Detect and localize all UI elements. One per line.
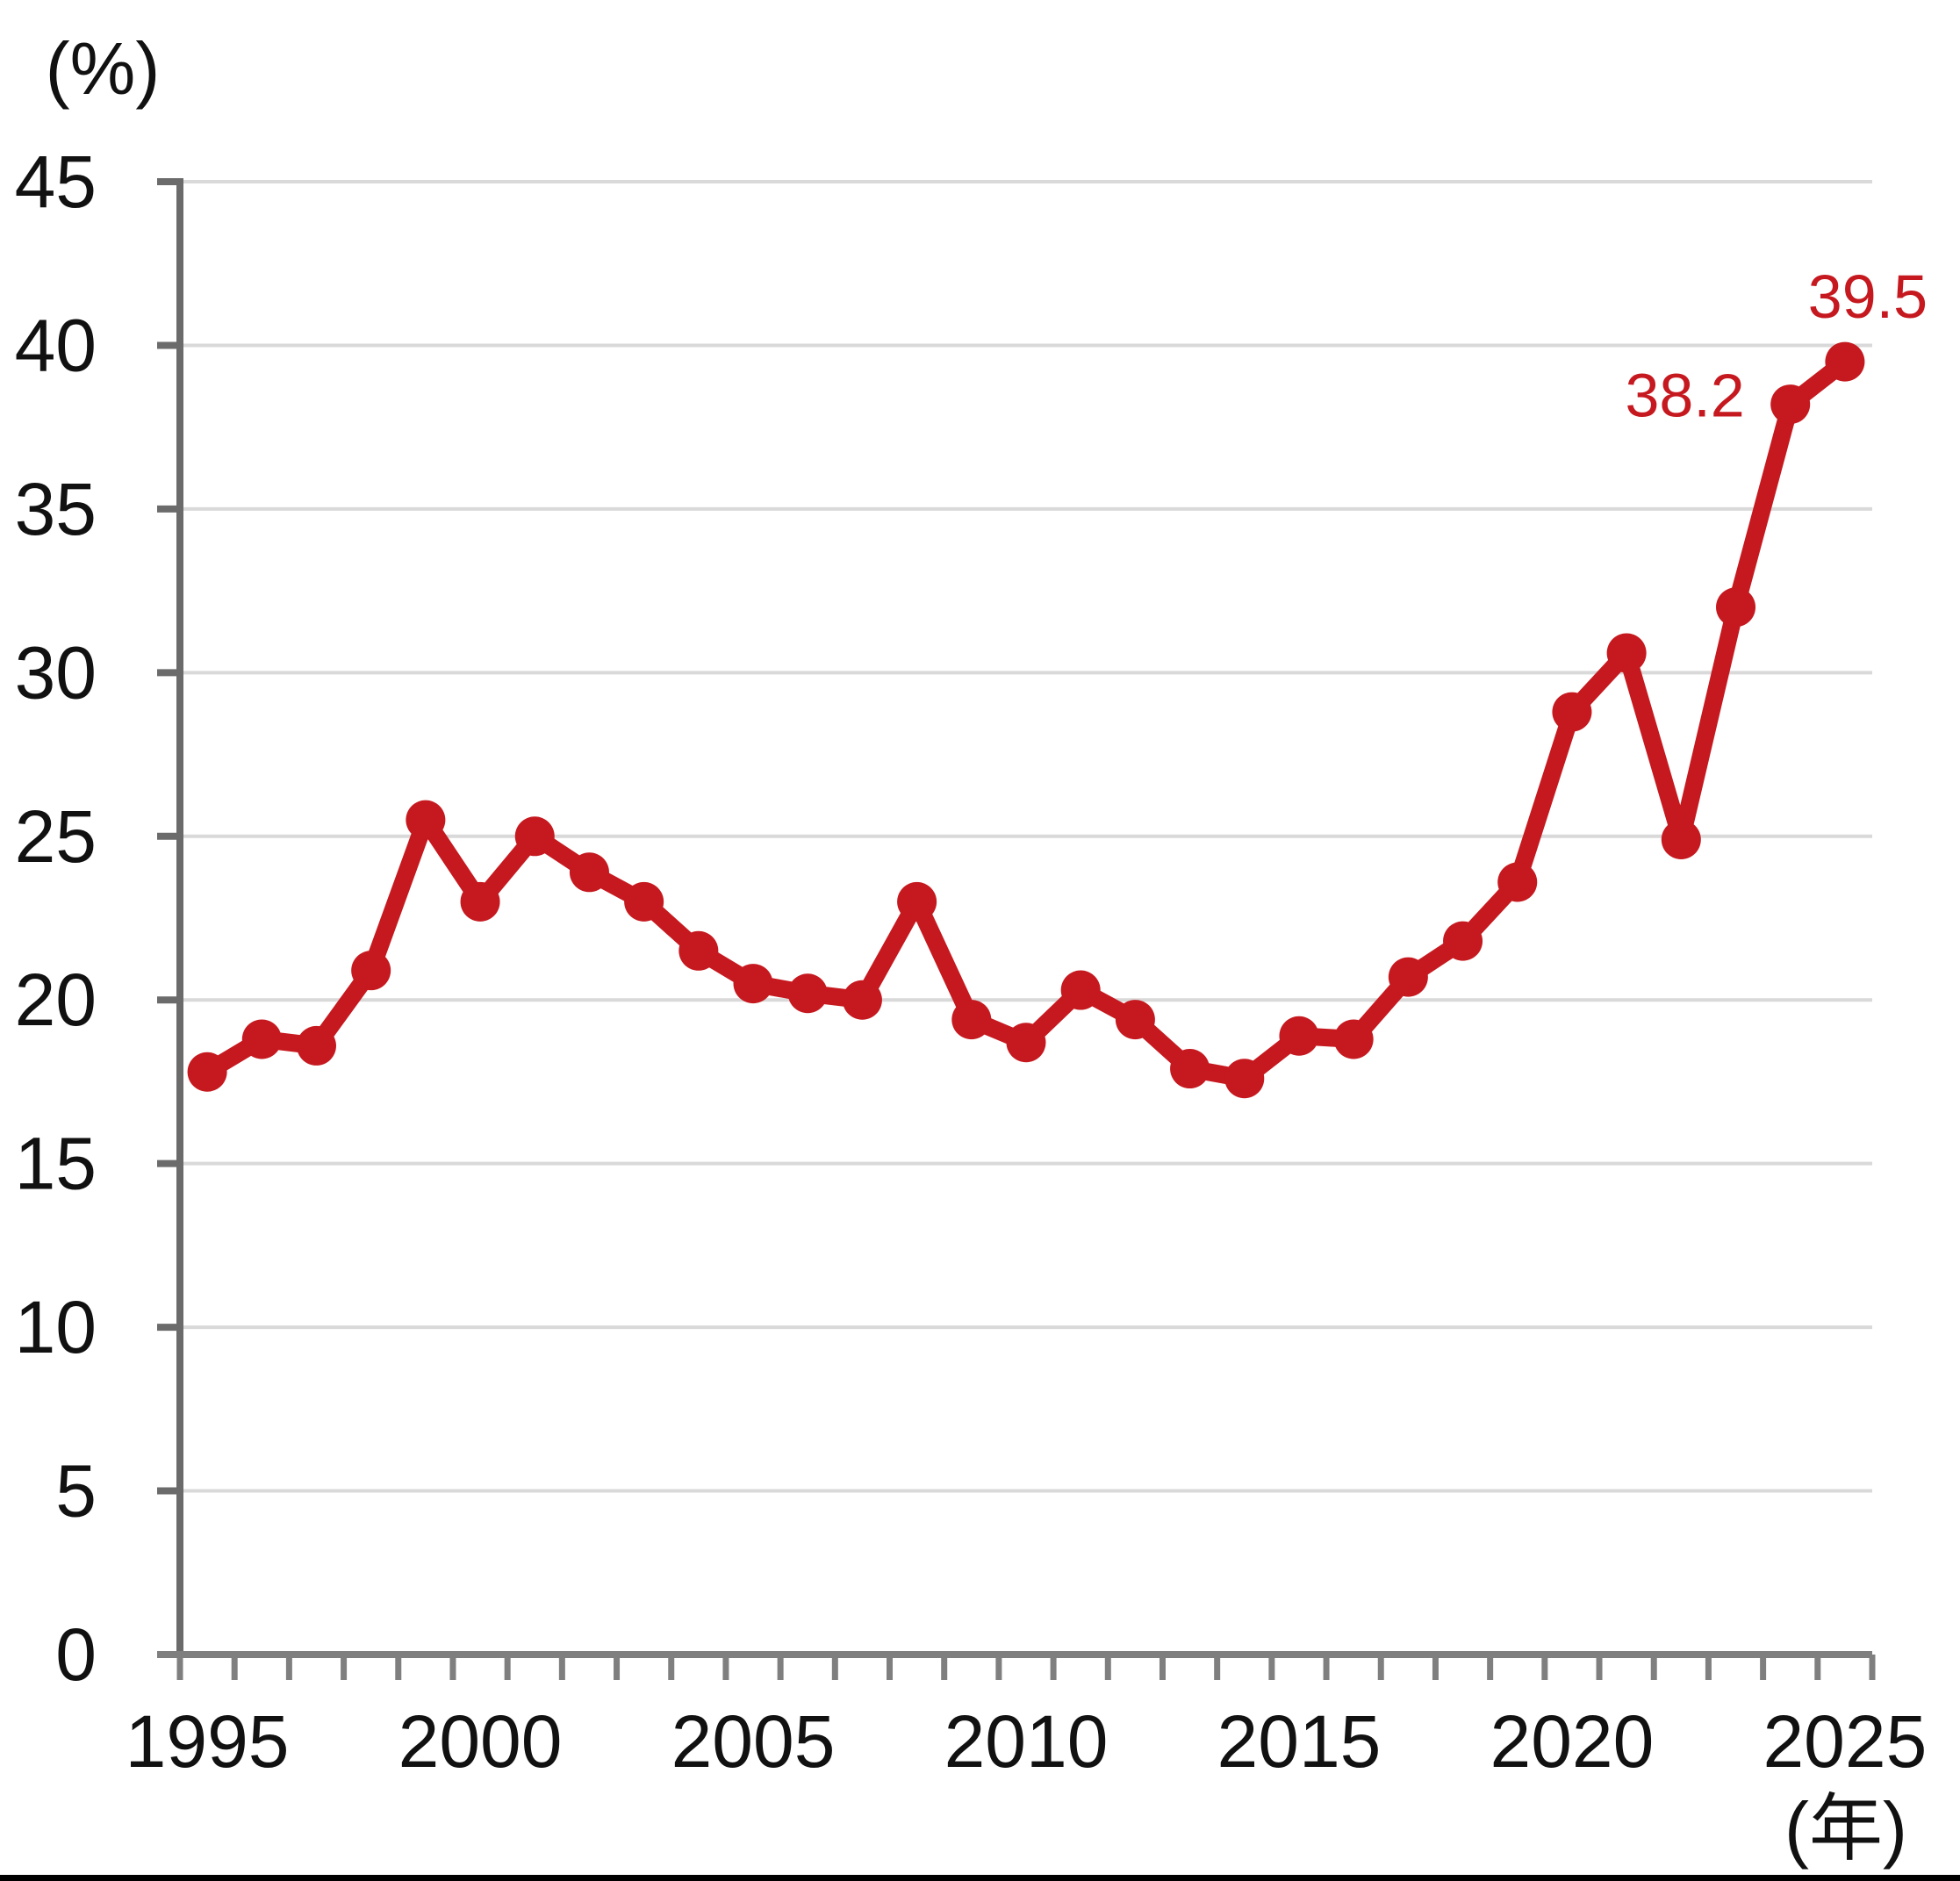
data-point [296, 1025, 336, 1066]
y-axis-tick-label: 40 [15, 304, 97, 386]
data-point [1552, 692, 1592, 732]
data-point [406, 800, 446, 840]
bottom-border [0, 1875, 1960, 1881]
x-axis-tick-label: 1995 [126, 1700, 290, 1783]
y-axis-unit-label: (%) [46, 27, 161, 110]
x-axis-tick-label: 2015 [1217, 1700, 1382, 1783]
data-point [1170, 1049, 1210, 1089]
x-axis-tick-label: 2005 [671, 1700, 836, 1783]
y-axis-tick-label: 20 [15, 958, 97, 1041]
data-point [1443, 921, 1483, 961]
data-value-label: 38.2 [1625, 362, 1744, 430]
data-point [1388, 957, 1428, 997]
data-point [1006, 1023, 1046, 1063]
y-axis-tick-label: 25 [15, 795, 97, 878]
data-point [1661, 820, 1701, 860]
axes [157, 178, 1876, 1680]
x-axis-tick-label: 2000 [398, 1700, 563, 1783]
data-point [460, 881, 500, 922]
y-axis-tick-label: 5 [55, 1450, 97, 1533]
data-point [1606, 633, 1647, 673]
data-point [1497, 862, 1538, 902]
gridlines [180, 180, 1872, 1493]
y-axis-tick-label: 15 [15, 1123, 97, 1205]
data-point [951, 1000, 992, 1040]
data-point [624, 881, 664, 922]
data-point [842, 980, 882, 1020]
x-axis-tick-label: 2010 [944, 1700, 1109, 1783]
data-value-label: 39.5 [1808, 262, 1928, 331]
y-axis-tick-label: 0 [55, 1613, 97, 1696]
data-line [198, 353, 1854, 1088]
data-point [569, 852, 609, 893]
data-point-labels: 38.2 39.5 [1625, 262, 1928, 429]
y-axis-tick-label: 30 [15, 631, 97, 714]
y-axis-tick-label: 45 [15, 140, 97, 223]
data-point [241, 1019, 282, 1059]
data-point [733, 964, 773, 1004]
data-point [351, 951, 391, 991]
data-point [187, 1052, 227, 1092]
data-point [1825, 341, 1865, 382]
data-point [514, 816, 555, 857]
data-point [678, 930, 719, 971]
x-axis-tick-label: 2020 [1490, 1700, 1654, 1783]
y-axis-tick-label: 10 [15, 1286, 97, 1368]
y-axis-tick-label: 35 [15, 468, 97, 550]
data-point [1716, 587, 1756, 628]
data-point [1279, 1016, 1319, 1056]
x-axis-tick-label: 2025 [1763, 1700, 1927, 1783]
data-point [1224, 1059, 1265, 1099]
data-series [187, 341, 1865, 1099]
data-point [787, 973, 828, 1014]
data-point [1115, 1000, 1155, 1040]
x-axis-unit-label: (年) [1784, 1787, 1907, 1870]
data-point [1333, 1019, 1374, 1059]
data-point [897, 881, 937, 922]
data-point [1770, 384, 1811, 425]
data-point [1060, 970, 1101, 1010]
